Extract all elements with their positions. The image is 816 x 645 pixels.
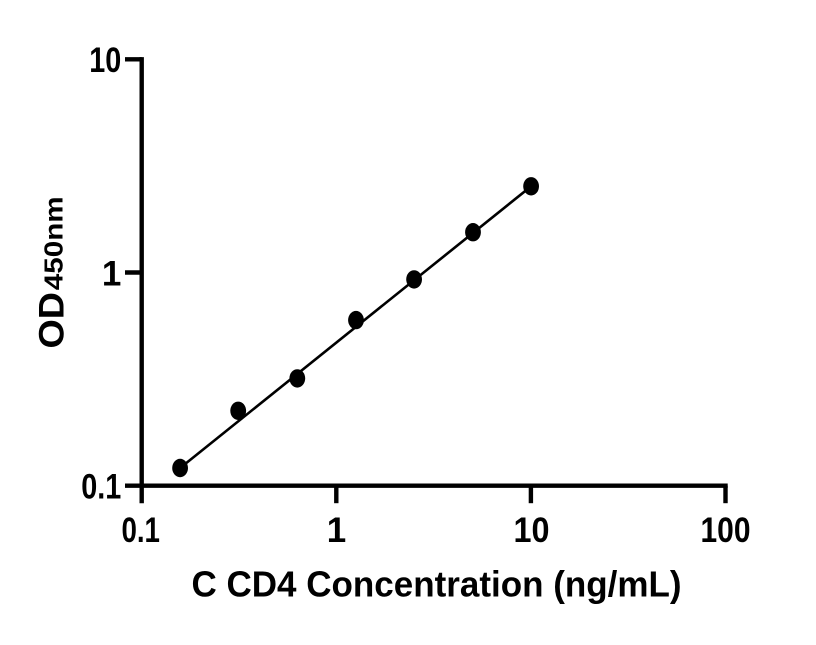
svg-text:10: 10: [89, 41, 121, 80]
svg-text:450nm: 450nm: [38, 196, 68, 290]
svg-text:100: 100: [701, 511, 751, 550]
svg-text:OD: OD: [32, 292, 71, 349]
svg-text:0.1: 0.1: [81, 468, 121, 507]
svg-text:1: 1: [102, 254, 121, 293]
svg-text:1: 1: [327, 511, 346, 550]
svg-text:C CD4 Concentration (ng/mL): C CD4 Concentration (ng/mL): [192, 563, 682, 604]
svg-text:10: 10: [514, 511, 550, 550]
svg-text:0.1: 0.1: [121, 511, 160, 550]
